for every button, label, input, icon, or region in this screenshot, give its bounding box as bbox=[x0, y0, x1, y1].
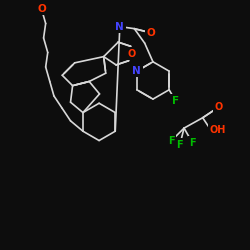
Text: F: F bbox=[176, 140, 183, 150]
Text: F: F bbox=[172, 96, 179, 106]
Text: O: O bbox=[146, 28, 155, 38]
Text: F: F bbox=[189, 138, 196, 147]
Text: O: O bbox=[214, 102, 222, 113]
Text: F: F bbox=[168, 136, 175, 145]
Text: O: O bbox=[128, 48, 136, 58]
Text: N: N bbox=[132, 66, 141, 76]
Text: N: N bbox=[116, 22, 124, 32]
Text: OH: OH bbox=[209, 125, 226, 135]
Text: O: O bbox=[37, 4, 46, 14]
